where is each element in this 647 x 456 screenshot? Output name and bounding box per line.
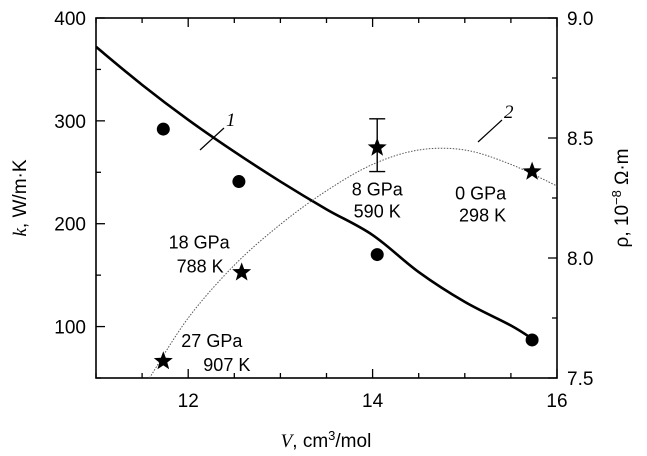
fit-curve-2 bbox=[149, 147, 557, 378]
point-annotation-pressure: 0 GPa bbox=[455, 184, 507, 204]
curve-1-label: 1 bbox=[226, 110, 236, 131]
point-annotation-temperature: 907 K bbox=[203, 355, 250, 375]
star-marker bbox=[367, 137, 387, 156]
circle-marker bbox=[525, 333, 539, 347]
x-tick-label: 12 bbox=[178, 391, 199, 412]
markers-group bbox=[153, 118, 542, 370]
circle-marker bbox=[370, 248, 384, 262]
y-left-tick-label: 200 bbox=[54, 215, 86, 236]
point-annotation-temperature: 590 K bbox=[354, 202, 401, 222]
curve-2-leader bbox=[477, 119, 503, 143]
y-axis-left-label: k, W/m·K bbox=[10, 159, 31, 236]
x-tick-label: 16 bbox=[546, 391, 567, 412]
y-left-tick-label: 400 bbox=[54, 9, 86, 30]
x-tick-label: 14 bbox=[362, 391, 384, 412]
point-annotation-pressure: 18 GPa bbox=[169, 232, 231, 252]
fit-curve-1 bbox=[96, 45, 535, 342]
point-annotation-pressure: 8 GPa bbox=[352, 180, 404, 200]
star-marker bbox=[522, 161, 542, 180]
point-annotation-temperature: 788 K bbox=[177, 256, 224, 276]
x-axis-label: V, cm3/mol bbox=[281, 428, 372, 452]
star-marker bbox=[232, 262, 252, 281]
point-annotation-temperature: 298 K bbox=[459, 206, 506, 226]
y-left-tick-label: 300 bbox=[54, 112, 86, 133]
curve-2-label: 2 bbox=[504, 102, 514, 123]
y-left-tick-label: 100 bbox=[54, 318, 86, 339]
y-axis-right-label: ρ, 10−8 Ω·m bbox=[609, 149, 633, 248]
point-annotation-pressure: 27 GPa bbox=[181, 331, 243, 351]
circle-marker bbox=[156, 122, 170, 136]
circle-marker bbox=[232, 175, 246, 189]
y-right-tick-label: 9.0 bbox=[567, 9, 593, 30]
star-marker bbox=[153, 351, 173, 370]
y-right-tick-label: 8.0 bbox=[567, 249, 593, 270]
y-right-tick-label: 7.5 bbox=[567, 369, 593, 390]
fit-curves-group bbox=[96, 45, 557, 378]
curve-1-leader bbox=[199, 127, 225, 151]
y-right-tick-label: 8.5 bbox=[567, 129, 593, 150]
